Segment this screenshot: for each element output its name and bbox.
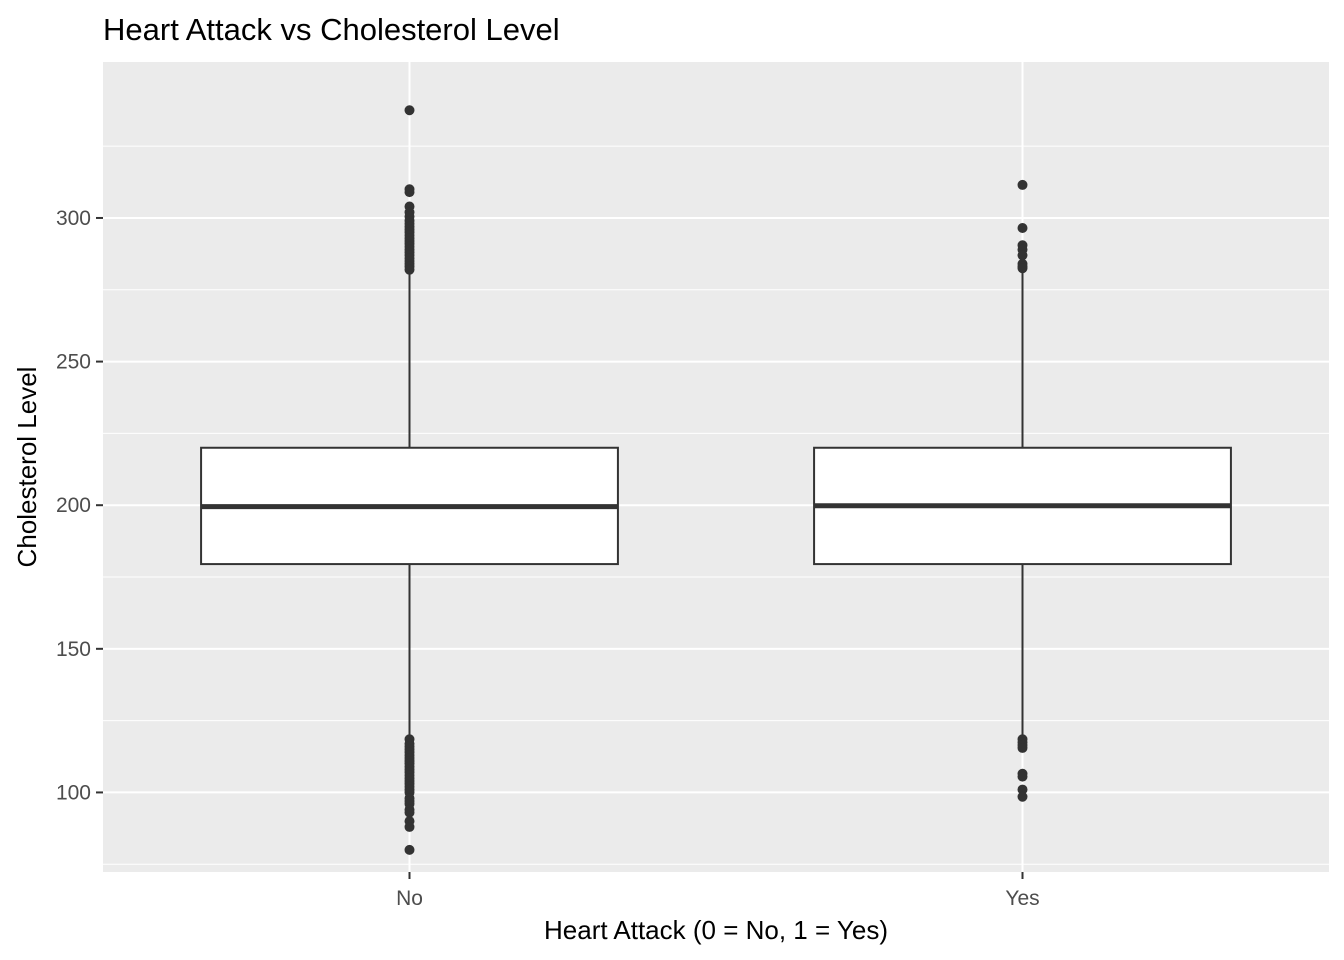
outlier-point xyxy=(1017,263,1028,274)
outlier-point xyxy=(404,264,415,275)
y-tick-label: 150 xyxy=(56,638,91,661)
y-axis: 100 150 200 250 300 xyxy=(56,207,103,804)
y-tick-label: 300 xyxy=(56,207,91,230)
outlier-point xyxy=(404,821,415,832)
x-tick-label: No xyxy=(396,887,423,910)
outlier-point xyxy=(404,105,415,116)
outlier-point xyxy=(1017,250,1028,261)
chart-title: Heart Attack vs Cholesterol Level xyxy=(103,12,560,47)
x-axis-title: Heart Attack (0 = No, 1 = Yes) xyxy=(544,915,888,945)
outlier-point xyxy=(1017,223,1028,234)
y-axis-title: Cholesterol Level xyxy=(12,367,42,568)
outlier-point xyxy=(404,807,415,818)
x-axis: No Yes xyxy=(396,872,1040,910)
outlier-point xyxy=(1017,771,1028,782)
y-tick-label: 250 xyxy=(56,351,91,374)
outlier-point xyxy=(1017,179,1028,190)
outlier-point xyxy=(1017,742,1028,753)
outlier-point xyxy=(1017,784,1028,795)
outlier-point xyxy=(404,844,415,855)
outlier-point xyxy=(1017,791,1028,802)
x-tick-label: Yes xyxy=(1005,887,1039,910)
outlier-point xyxy=(404,187,415,198)
box-no xyxy=(200,105,619,855)
box-yes xyxy=(813,179,1232,802)
boxes-layer xyxy=(200,105,1232,855)
y-tick-label: 100 xyxy=(56,781,91,804)
y-tick-label: 200 xyxy=(56,494,91,517)
